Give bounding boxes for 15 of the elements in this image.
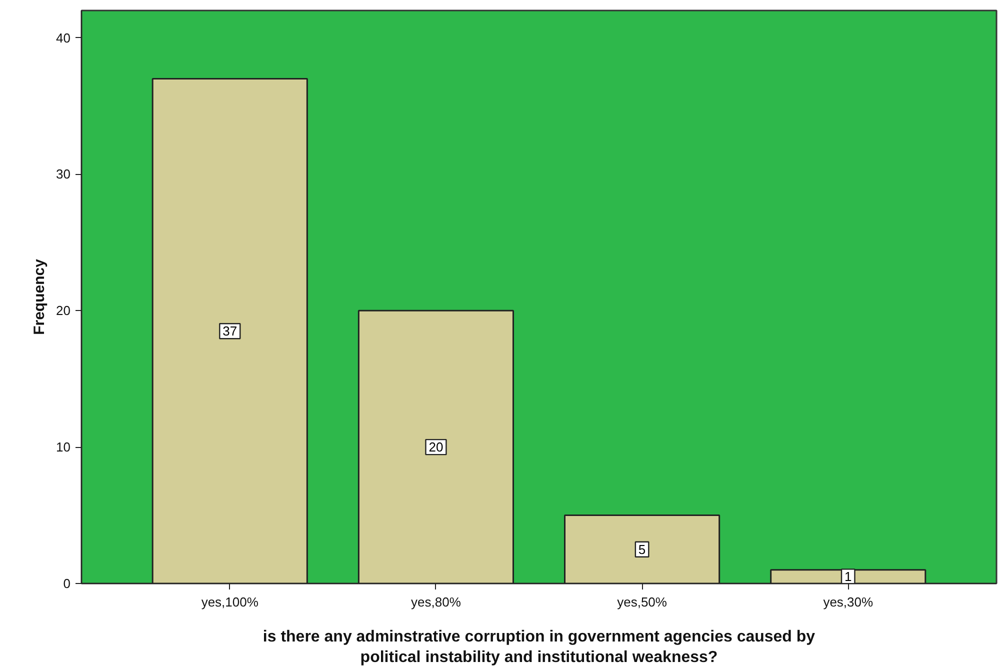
data-label: 1 [844, 569, 852, 584]
x-tick-label: yes,80% [411, 594, 462, 610]
data-label: 37 [222, 324, 238, 339]
x-axis-title: is there any adminstrative corruption in government agencies caused by political instability and institutional weakness? [262, 628, 816, 666]
x-tick-label: yes,30% [823, 594, 874, 610]
x-tick-label: yes,100% [201, 594, 259, 610]
y-axis-title: Frequency [31, 258, 48, 335]
y-tick-label: 40 [56, 30, 71, 46]
y-tick-label: 30 [56, 166, 71, 182]
y-tick-label: 20 [56, 303, 71, 318]
y-tick-label: 10 [56, 440, 71, 455]
data-label: 5 [638, 542, 646, 557]
y-tick-label: 0 [63, 576, 71, 591]
x-tick-label: yes,50% [617, 594, 668, 610]
data-label: 20 [428, 440, 444, 455]
